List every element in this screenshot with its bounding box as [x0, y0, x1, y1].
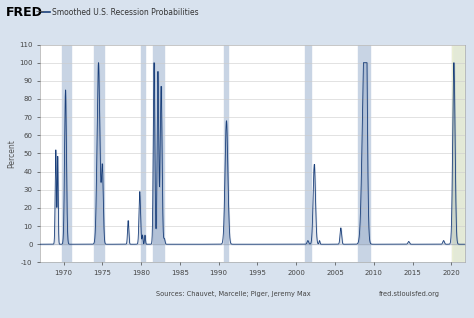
Bar: [224, 45, 228, 262]
Text: Smoothed U.S. Recession Probabilities: Smoothed U.S. Recession Probabilities: [52, 8, 199, 17]
Bar: [358, 45, 370, 262]
Bar: [305, 45, 311, 262]
Text: fred.stlouisfed.org: fred.stlouisfed.org: [379, 291, 440, 297]
Bar: [153, 45, 164, 262]
Bar: [141, 45, 145, 262]
Bar: [452, 45, 465, 262]
Bar: [452, 45, 465, 262]
Text: Sources: Chauvet, Marcelle; Piger, Jeremy Max: Sources: Chauvet, Marcelle; Piger, Jerem…: [156, 291, 311, 297]
Text: —: —: [36, 8, 44, 17]
Bar: [62, 45, 71, 262]
Bar: [94, 45, 104, 262]
Y-axis label: Percent: Percent: [8, 139, 17, 168]
Text: FRED: FRED: [6, 5, 43, 18]
